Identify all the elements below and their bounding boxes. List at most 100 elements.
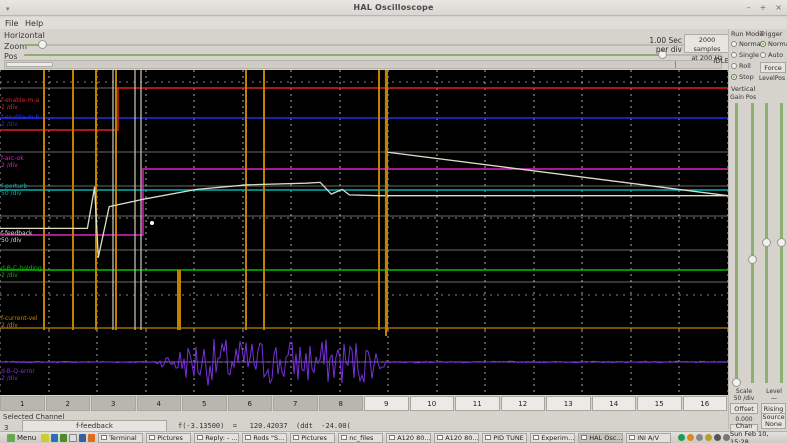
zoom-slider-knob[interactable]: [37, 40, 47, 49]
slider-knob[interactable]: [762, 238, 771, 247]
channel-legend-d-B-C-holding[interactable]: d-B-C-holding 2 /div: [1, 265, 42, 279]
pos-slider[interactable]: [24, 49, 722, 60]
scrollbar-thumb[interactable]: [6, 62, 53, 67]
channel-legend-f-enable-m-a[interactable]: f-enable-m-a 2 /div: [1, 97, 39, 111]
taskbar-item[interactable]: nc_files: [338, 432, 384, 443]
channel-button-2[interactable]: 2: [45, 396, 90, 411]
channel-button-8[interactable]: 8: [318, 396, 363, 411]
channel-button-14[interactable]: 14: [591, 396, 636, 411]
channel-button-5[interactable]: 5: [182, 396, 227, 411]
tray-sync-icon[interactable]: [678, 434, 686, 441]
taskbar-item[interactable]: Terminal: [98, 432, 144, 443]
zoom-slider[interactable]: [24, 39, 722, 50]
trigger-normal[interactable]: Normal: [760, 40, 787, 48]
scope-error-pane[interactable]: d-B-Q-error 2 /div: [0, 330, 728, 395]
vertical-gain-slider[interactable]: [732, 103, 741, 387]
tray-update-icon[interactable]: [687, 434, 695, 441]
editor-icon[interactable]: [78, 433, 86, 442]
channel-button-13[interactable]: 13: [546, 396, 591, 411]
slider-knob[interactable]: [748, 255, 757, 264]
taskbar-item[interactable]: Reply: - ...: [194, 432, 240, 443]
taskbar-item[interactable]: Rods "S...: [242, 432, 288, 443]
channel-button-bar[interactable]: 1 2 3 4 5 6 7 8 9 10 11 12 13 14 15 16: [0, 396, 728, 412]
channel-legend-d-B-Q-error[interactable]: d-B-Q-error 2 /div: [1, 368, 35, 382]
channel-scale: 2 /div: [1, 162, 18, 169]
force-trigger-button[interactable]: Force: [760, 62, 786, 73]
trigger-level-label: Level: [759, 75, 775, 82]
taskbar-item[interactable]: Pictures: [146, 432, 192, 443]
offset-value: 0.000: [735, 416, 753, 423]
channel-button-3[interactable]: 3: [91, 396, 136, 411]
start-menu-label: Menu: [17, 433, 37, 442]
run-mode-single[interactable]: Single: [731, 51, 759, 59]
channel-button-6[interactable]: 6: [227, 396, 272, 411]
run-mode-roll[interactable]: Roll: [731, 62, 751, 70]
horizontal-scrollbar[interactable]: [4, 60, 722, 69]
task-list: Terminal Pictures Reply: - ... Rods "S... Pi…: [95, 432, 674, 443]
maximize-icon[interactable]: +: [759, 3, 767, 12]
channel-button-7[interactable]: 7: [273, 396, 318, 411]
trigger-source-value: None: [765, 420, 782, 428]
trigger-source-button[interactable]: Source None: [761, 413, 786, 429]
close-icon[interactable]: ×: [775, 3, 782, 12]
window-icon: [629, 435, 636, 440]
terminal-icon[interactable]: [59, 433, 68, 442]
run-mode-stop[interactable]: Stop: [731, 73, 754, 81]
run-mode-normal[interactable]: Normal: [731, 40, 763, 48]
title-bar: ▾ HAL Oscilloscope – + ×: [0, 0, 787, 16]
globe-icon[interactable]: [50, 433, 58, 442]
channel-button-15[interactable]: 15: [637, 396, 682, 411]
channel-button-10[interactable]: 10: [409, 396, 454, 411]
taskbar-item[interactable]: INI A/V: [626, 432, 672, 443]
channel-legend-f-current-vel[interactable]: f-current-vel 2 /div: [1, 315, 38, 329]
channel-legend-f-feedback[interactable]: f-feedback 50 /div: [1, 230, 33, 244]
channel-button-1[interactable]: 1: [0, 396, 45, 411]
channel-name: d-B-C-holding: [1, 265, 42, 272]
zoom-slider-fill: [24, 44, 42, 46]
taskbar-item[interactable]: PID TUNE: [482, 432, 528, 443]
channel-button-9[interactable]: 9: [364, 396, 409, 411]
offset-button[interactable]: Offset: [730, 403, 758, 414]
channel-button-16[interactable]: 16: [682, 396, 727, 411]
menu-bar: File Help: [0, 17, 787, 29]
taskbar-item-label: nc_files: [349, 433, 374, 442]
window-menu-icon[interactable]: ▾: [6, 5, 10, 13]
taskbar-item[interactable]: A120 80...: [386, 432, 432, 443]
menu-item-help[interactable]: Help: [25, 19, 44, 28]
browser-icon[interactable]: [87, 433, 96, 442]
menu-item-file[interactable]: File: [5, 19, 19, 28]
taskbar-item-label: HAL Osc...: [589, 433, 623, 442]
channel-name: f-enable-m-a: [1, 97, 40, 104]
taskbar-item[interactable]: A120 80...: [434, 432, 480, 443]
channel-scale: 2 /div: [1, 272, 18, 279]
slider-knob[interactable]: [777, 238, 786, 247]
channel-button-12[interactable]: 12: [500, 396, 545, 411]
taskbar-item[interactable]: HAL Osc...: [578, 432, 624, 443]
acquisition-state: IDLE: [713, 57, 729, 65]
pos-slider-knob[interactable]: [657, 50, 667, 59]
trigger-pos-slider[interactable]: [777, 103, 786, 383]
taskbar-item-label: Rods "S...: [253, 433, 285, 442]
trigger-auto[interactable]: Auto: [760, 51, 783, 59]
vertical-pos-slider[interactable]: [748, 103, 757, 383]
channel-button-11[interactable]: 11: [455, 396, 500, 411]
channel-name: f-perturb: [1, 183, 28, 190]
tray-network-icon[interactable]: [723, 434, 731, 441]
pencil-icon[interactable]: [41, 433, 49, 442]
taskbar-item[interactable]: Pictures: [290, 432, 336, 443]
minimize-icon[interactable]: –: [746, 3, 751, 12]
channel-button-4[interactable]: 4: [136, 396, 181, 411]
tray-volume-icon[interactable]: [714, 434, 722, 441]
sample-rate-box[interactable]: 2000 samples at 200 Hz: [684, 34, 730, 62]
channel-legend-f-perturb[interactable]: f-perturb 50 /div: [1, 183, 27, 197]
files-icon[interactable]: [69, 433, 77, 442]
slider-knob[interactable]: [732, 378, 741, 387]
tray-user-icon[interactable]: [705, 434, 713, 441]
channel-legend-f-enable-m-b[interactable]: f-enable-m-b 2 /div: [1, 114, 39, 128]
taskbar-item[interactable]: Experim...: [530, 432, 576, 443]
tray-misc-icon[interactable]: [696, 434, 704, 441]
trigger-level-slider[interactable]: [762, 103, 771, 383]
channel-legend-f-arc-ok[interactable]: f-arc-ok 2 /div: [1, 155, 24, 169]
sample-rate: at 200 Hz: [691, 54, 723, 62]
start-menu-button[interactable]: Menu: [2, 433, 39, 443]
